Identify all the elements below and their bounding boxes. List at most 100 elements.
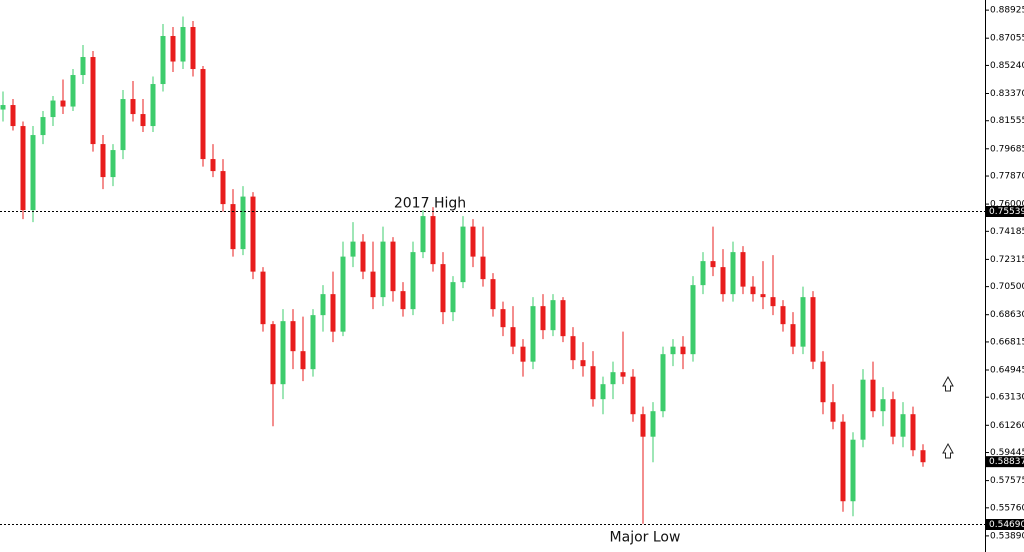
candle-body (160, 36, 166, 85)
candle-body (380, 241, 386, 298)
candle-body (200, 69, 206, 160)
candle-body (610, 372, 616, 385)
candle-body (720, 267, 726, 295)
y-tick-label: 0.59445 (990, 448, 1024, 458)
candle-body (90, 57, 96, 145)
candle-body (140, 114, 146, 127)
level-annotation: 2017 High (394, 196, 466, 212)
candle-body (450, 282, 456, 313)
level-price-box (986, 519, 1024, 530)
candle-body (830, 402, 836, 422)
y-tick-label: 0.87055 (990, 34, 1024, 44)
candle-body (60, 100, 66, 107)
candle-body (100, 144, 106, 178)
candle-body (310, 315, 316, 370)
y-tick-label: 0.74185 (990, 227, 1024, 237)
candle-body (840, 421, 846, 502)
candle-body (10, 105, 16, 127)
y-tick-label: 0.53890 (990, 531, 1024, 541)
candle-body (800, 297, 806, 347)
candle-body (560, 300, 566, 337)
level-price-label: 0.54690 (989, 520, 1024, 530)
candle-body (360, 241, 366, 272)
y-tick-label: 0.55760 (990, 503, 1024, 513)
candle-body (540, 306, 546, 331)
candle-body (500, 309, 506, 328)
candle-body (220, 171, 226, 205)
candle-body (650, 411, 656, 437)
candle-body (910, 414, 916, 451)
candle-body (790, 324, 796, 347)
candle-body (670, 346, 676, 355)
candle-body (180, 27, 186, 62)
candle-body (20, 126, 26, 211)
y-tick-label: 0.85240 (990, 61, 1024, 71)
y-tick-label: 0.77870 (990, 172, 1024, 182)
candle-body (700, 261, 706, 286)
candle-body (70, 75, 76, 107)
level-price-label: 0.75539 (989, 207, 1024, 217)
candle-body (590, 366, 596, 400)
candle-body (740, 252, 746, 287)
candle-body (80, 57, 86, 76)
candle-body (40, 117, 46, 136)
y-tick-label: 0.57575 (990, 476, 1024, 486)
candle-body (730, 252, 736, 295)
candle-body (770, 297, 776, 307)
candle-body (520, 346, 526, 362)
candle-body (300, 351, 306, 370)
candle-body (410, 252, 416, 310)
candle-body (760, 294, 766, 298)
candle-body (600, 384, 606, 400)
y-tick-label: 0.81555 (990, 116, 1024, 126)
candle-body (130, 99, 136, 115)
candle-body (470, 226, 476, 257)
y-tick-label: 0.66815 (990, 337, 1024, 347)
level-annotation: Major Low (610, 530, 681, 546)
candle-body (490, 279, 496, 310)
candle-body (270, 324, 276, 385)
candle-body (890, 399, 896, 437)
y-tick-label: 0.76000 (990, 200, 1024, 210)
candle-body (350, 241, 356, 257)
y-tick-label: 0.64945 (990, 365, 1024, 375)
candle-body (30, 135, 36, 211)
candle-body (530, 306, 536, 362)
y-tick-label: 0.70500 (990, 282, 1024, 292)
candle-body (170, 36, 176, 62)
candle-body (780, 306, 786, 325)
candle-body (660, 354, 666, 412)
candle-body (440, 264, 446, 313)
candle-body (190, 27, 196, 70)
candle-body (240, 196, 246, 250)
candle-body (510, 327, 516, 347)
candle-body (900, 414, 906, 437)
y-tick-label: 0.68630 (990, 310, 1024, 320)
candle-body (680, 346, 686, 355)
candle-body (460, 226, 466, 283)
candle-body (870, 379, 876, 412)
y-tick-label: 0.83370 (990, 89, 1024, 99)
candle-body (550, 300, 556, 331)
candle-body (0, 105, 6, 110)
y-tick-label: 0.79685 (990, 144, 1024, 154)
candle-body (330, 294, 336, 332)
last-price-box (986, 456, 1024, 468)
y-tick-label: 0.72315 (990, 255, 1024, 265)
candle-body (370, 271, 376, 298)
candle-body (390, 241, 396, 292)
candle-body (420, 216, 426, 253)
candle-body (750, 286, 756, 295)
candle-body (290, 321, 296, 352)
candle-body (860, 379, 866, 440)
candle-body (50, 100, 56, 118)
up-arrow-icon (942, 375, 954, 392)
candle-body (710, 261, 716, 268)
candle-body (480, 256, 486, 280)
candle-body (150, 84, 156, 127)
y-tick-label: 0.88925 (990, 6, 1024, 16)
candle-body (110, 150, 116, 178)
last-price-label: 0.58837 (989, 457, 1024, 467)
candle-body (320, 294, 326, 316)
candle-body (210, 159, 216, 172)
